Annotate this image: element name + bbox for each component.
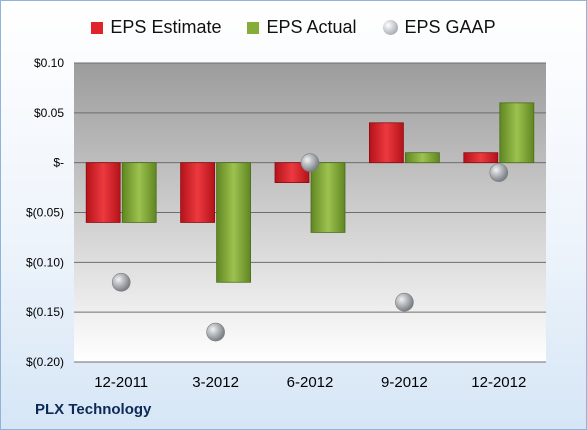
- bar-eps-actual: [121, 162, 157, 223]
- legend-item-eps-estimate: EPS Estimate: [91, 17, 221, 38]
- y-tick-label: $(0.15): [26, 305, 64, 319]
- x-tick-label: 12-2011: [94, 374, 148, 391]
- bar-eps-estimate: [463, 152, 499, 164]
- marker-eps-gaap: [300, 153, 320, 172]
- legend-label-eps-actual: EPS Actual: [266, 17, 357, 37]
- y-tick-label: $(0.05): [26, 206, 64, 220]
- x-tick-label: 12-2012: [471, 374, 526, 391]
- x-tick-label: 9-2012: [381, 374, 428, 391]
- legend: EPS Estimate EPS Actual EPS GAAP: [1, 17, 586, 38]
- legend-swatch-eps-estimate: [91, 21, 104, 34]
- x-tick-label: 3-2012: [192, 374, 239, 391]
- bar-eps-estimate: [368, 122, 404, 164]
- marker-eps-gaap: [395, 292, 414, 312]
- company-name: PLX Technology: [35, 401, 152, 418]
- legend-swatch-eps-gaap: [382, 20, 398, 35]
- legend-swatch-eps-actual: [247, 21, 260, 34]
- legend-item-eps-actual: EPS Actual: [247, 17, 357, 38]
- y-tick-label: $-: [53, 156, 64, 170]
- bar-eps-actual: [310, 162, 346, 233]
- marker-eps-gaap: [111, 272, 131, 292]
- bar-eps-estimate: [85, 162, 121, 223]
- legend-label-eps-estimate: EPS Estimate: [110, 17, 222, 37]
- bar-eps-estimate: [274, 162, 310, 184]
- y-tick-label: $(0.20): [26, 355, 64, 369]
- x-tick-label: 6-2012: [287, 374, 334, 391]
- y-tick-label: $(0.10): [26, 255, 64, 269]
- legend-label-eps-gaap: EPS GAAP: [404, 17, 496, 37]
- bar-eps-estimate: [180, 162, 216, 223]
- bar-eps-actual: [404, 152, 440, 164]
- y-tick-label: $0.05: [34, 106, 64, 120]
- bar-eps-actual: [216, 162, 252, 283]
- marker-eps-gaap: [206, 322, 225, 342]
- bar-eps-actual: [499, 102, 535, 164]
- legend-item-eps-gaap: EPS GAAP: [382, 17, 496, 38]
- y-tick-label: $0.10: [34, 56, 64, 70]
- marker-eps-gaap: [489, 163, 509, 182]
